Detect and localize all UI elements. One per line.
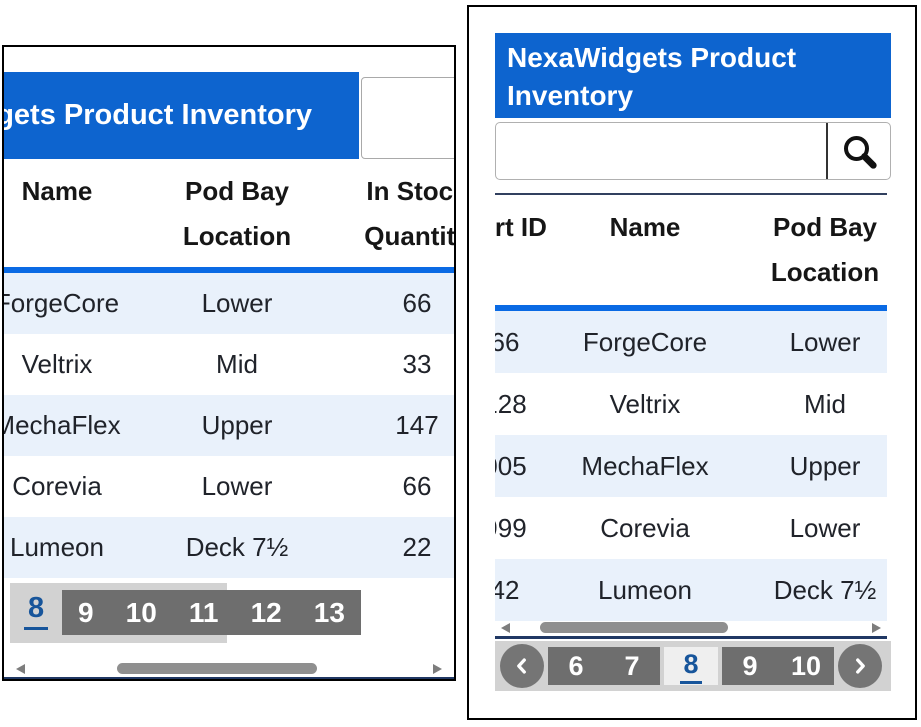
cell-location: Upper <box>201 410 273 440</box>
cell-name: Lumeon <box>10 532 104 562</box>
table-row: 999 Corevia Lower 66 <box>4 456 454 517</box>
page-number-button[interactable]: 11 <box>188 596 219 628</box>
table-row: 66 ForgeCore Lower 66 <box>2 273 454 334</box>
page-number-button[interactable]: 9 <box>742 650 758 681</box>
cell-name: Corevia <box>12 471 102 501</box>
table-header-row: Part ID Name Pod Bay Location In Stock Q… <box>4 159 456 267</box>
cell-location: Mid <box>216 349 258 379</box>
scroll-left-arrow-icon[interactable] <box>16 664 25 674</box>
table-row: 42 Lumeon Deck 7½ 22 <box>495 559 887 621</box>
current-page-button[interactable]: 8 <box>24 592 49 630</box>
search-button[interactable] <box>826 123 890 179</box>
pagination-pages-group: 6 7 <box>548 647 660 685</box>
scrolled-widget-content: NexaWidgets Product Inventory Part ID Na… <box>2 72 456 578</box>
page-number-button[interactable]: 12 <box>250 596 282 628</box>
cell-part-id: 999 <box>495 512 527 543</box>
table-row: 128 Veltrix Mid 33 <box>4 334 454 395</box>
cell-location: Lower <box>789 512 861 543</box>
cell-part-id: 66 <box>495 326 520 357</box>
search-input[interactable] <box>496 123 826 179</box>
cell-name: MechaFlex <box>581 450 709 481</box>
page-number-button[interactable]: 7 <box>624 650 640 681</box>
previous-page-button[interactable] <box>500 644 544 688</box>
page-number-button[interactable]: 9 <box>78 596 94 628</box>
cell-name: Corevia <box>600 512 690 543</box>
cell-location: Lower <box>201 288 273 318</box>
search-box <box>495 122 891 180</box>
cell-part-id: 005 <box>495 450 527 481</box>
cell-quantity: 66 <box>402 288 432 318</box>
cell-name: ForgeCore <box>2 288 120 318</box>
chevron-left-icon <box>517 658 526 674</box>
cell-location: Upper <box>789 450 861 481</box>
table-row: 999 Corevia Lower 66 <box>495 497 887 559</box>
table-row: 128 Veltrix Mid 33 <box>495 373 887 435</box>
cell-quantity: 33 <box>402 349 432 379</box>
page-title: NexaWidgets Product Inventory <box>495 33 891 118</box>
magnifier-icon <box>843 135 877 169</box>
page-title-text: NexaWidgets Product Inventory <box>4 99 313 131</box>
table-row: 66 ForgeCore Lower 66 <box>495 311 887 373</box>
scrollbar-thumb[interactable] <box>117 663 317 674</box>
pagination: 6 7 8 9 10 <box>495 641 891 691</box>
column-header-name[interactable]: Name <box>21 176 93 206</box>
header-divider <box>4 267 454 273</box>
scroll-right-arrow-icon[interactable] <box>433 664 442 674</box>
pagination: 9 10 11 12 13 8 <box>4 583 454 643</box>
table-row: 005 MechaFlex Upper 147 <box>495 435 887 497</box>
cell-part-id: 42 <box>495 574 520 605</box>
cell-name: ForgeCore <box>582 326 708 357</box>
page-number-button[interactable]: 10 <box>125 596 157 628</box>
column-header-name[interactable]: Name <box>609 212 681 242</box>
cell-quantity: 66 <box>402 471 432 501</box>
title-row: NexaWidgets Product Inventory <box>4 72 454 159</box>
cell-part-id: 128 <box>495 388 527 419</box>
scrolled-table: Part ID Name Pod Bay Location In Stock Q… <box>495 193 887 621</box>
cell-name: MechaFlex <box>2 410 121 440</box>
cell-name: Lumeon <box>598 574 692 605</box>
horizontal-scrollbar[interactable] <box>495 621 887 635</box>
cell-location: Mid <box>804 388 846 419</box>
widget-content: NexaWidgets Product Inventory Part ID Na… <box>469 7 915 691</box>
page-number-button[interactable]: 13 <box>313 596 345 628</box>
table-scroll-viewport: Part ID Name Pod Bay Location In Stock Q… <box>495 193 887 621</box>
column-header-quantity[interactable]: In Stock Quantity <box>364 176 456 251</box>
cell-name: Veltrix <box>609 388 681 419</box>
search-input[interactable] <box>362 78 454 158</box>
pagination-pages-group: 9 10 11 12 13 <box>62 590 361 635</box>
chevron-right-icon <box>856 658 865 674</box>
header-divider <box>495 305 887 311</box>
table-bottom-border <box>4 677 454 679</box>
pagination-pages-group: 9 10 <box>722 647 834 685</box>
page-title: NexaWidgets Product Inventory <box>4 72 359 159</box>
page-number-button[interactable]: 10 <box>790 650 822 681</box>
column-header-location[interactable]: Pod Bay Location <box>182 176 292 251</box>
cell-location: Lower <box>201 471 273 501</box>
page-number-button[interactable]: 6 <box>568 650 584 681</box>
column-header-part-id[interactable]: Part ID <box>495 212 547 242</box>
inventory-widget-narrow: NexaWidgets Product Inventory Part ID Na… <box>467 5 917 720</box>
horizontal-scrollbar[interactable] <box>8 662 450 676</box>
table-bottom-border <box>495 636 887 639</box>
cell-location: Deck 7½ <box>185 532 289 562</box>
page-title-text: NexaWidgets Product Inventory <box>507 42 797 111</box>
table-row: 005 MechaFlex Upper 147 <box>2 395 454 456</box>
inventory-widget-wide: NexaWidgets Product Inventory Part ID Na… <box>2 45 456 681</box>
table-header-row: Part ID Name Pod Bay Location In Stock Q… <box>495 195 887 305</box>
next-page-button[interactable] <box>838 644 882 688</box>
cell-quantity: 22 <box>402 532 432 562</box>
cell-name: Veltrix <box>21 349 93 379</box>
search-box <box>361 77 454 159</box>
cell-location: Deck 7½ <box>773 574 877 605</box>
table-row: 42 Lumeon Deck 7½ 22 <box>4 517 454 578</box>
column-header-location[interactable]: Pod Bay Location <box>770 212 880 287</box>
current-page-label: 8 <box>680 649 702 684</box>
current-page-button[interactable]: 8 <box>664 647 718 685</box>
scrollbar-thumb[interactable] <box>540 622 728 633</box>
cell-quantity: 147 <box>395 410 439 440</box>
scroll-right-arrow-icon[interactable] <box>872 623 881 633</box>
cell-location: Lower <box>789 326 861 357</box>
scroll-left-arrow-icon[interactable] <box>501 623 510 633</box>
